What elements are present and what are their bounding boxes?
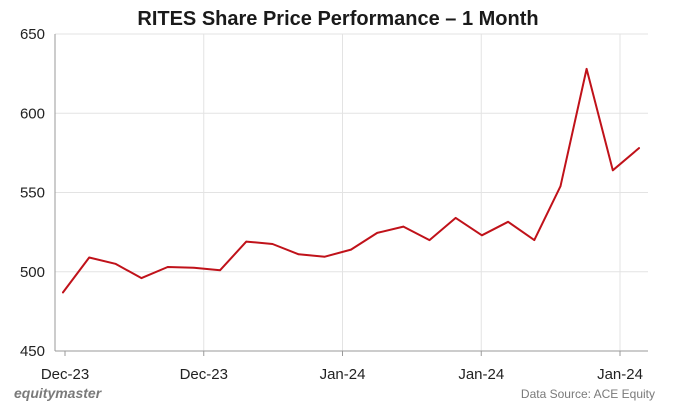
data-point	[350, 248, 352, 251]
axes	[54, 34, 648, 356]
data-point	[585, 68, 588, 70]
data-point	[88, 256, 90, 259]
y-tick-label: 650	[20, 26, 45, 43]
data-point	[533, 239, 536, 241]
y-tick-label: 500	[20, 264, 45, 281]
data-point	[140, 277, 143, 279]
series-layer	[62, 67, 640, 294]
chart-title: RITES Share Price Performance – 1 Month	[137, 8, 538, 30]
data-point	[454, 217, 457, 219]
data-point	[62, 291, 64, 294]
x-tick-label: Jan-24	[458, 366, 504, 383]
x-tick-label: Dec-23	[41, 366, 89, 383]
data-point	[428, 239, 431, 241]
data-point	[245, 240, 248, 243]
x-tick-label: Jan-24	[597, 366, 643, 383]
data-point	[166, 266, 169, 268]
data-point	[507, 221, 509, 223]
data-point	[219, 269, 221, 272]
tick-labels: 450 500 550 600 650 Dec-23 Dec-23 Jan-24 Jan-24 J…	[20, 26, 643, 383]
data-point	[638, 147, 640, 149]
y-tick-label: 600	[20, 105, 45, 122]
data-point	[193, 267, 195, 269]
data-point	[612, 169, 614, 172]
data-source-note: Data Source: ACE Equity	[520, 387, 655, 401]
x-tick-label: Dec-23	[180, 366, 228, 383]
grid	[55, 33, 648, 351]
data-point	[376, 232, 379, 234]
data-point	[297, 253, 300, 256]
data-point	[559, 185, 562, 187]
y-tick-label: 450	[20, 343, 45, 360]
data-point	[324, 255, 326, 258]
data-point	[402, 225, 405, 228]
brand-logo: equitymaster	[14, 385, 102, 401]
data-point	[271, 243, 274, 245]
data-point	[481, 234, 483, 237]
data-point	[114, 263, 117, 265]
x-tick-label: Jan-24	[320, 366, 366, 383]
y-tick-label: 550	[20, 185, 45, 202]
price-series-line	[62, 67, 640, 294]
